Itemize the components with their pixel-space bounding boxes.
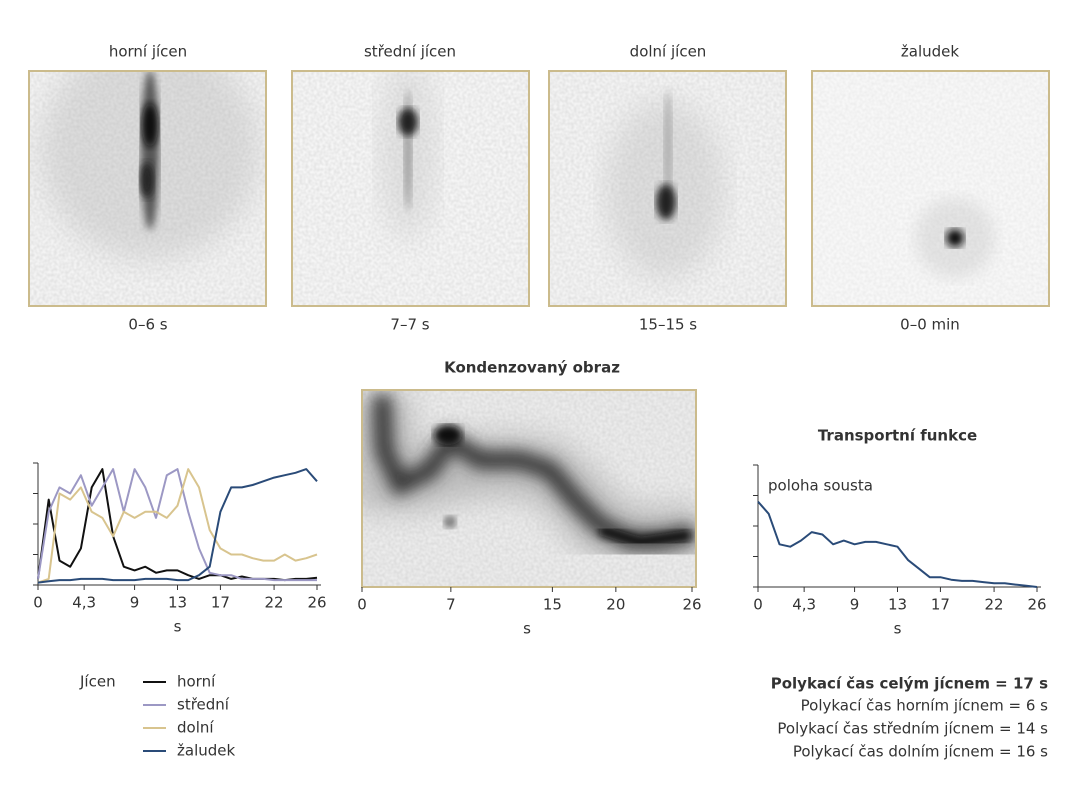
image-caption: 7–7 s: [390, 316, 429, 334]
chart-title: Kondenzovaný obraz: [444, 359, 620, 377]
image-title: žaludek: [901, 43, 959, 61]
series-line: [37, 468, 317, 582]
image-caption: 0–6 s: [128, 316, 167, 334]
x-tick-label: 15: [543, 596, 562, 614]
x-tick-label: 20: [606, 596, 625, 614]
x-tick-label: 13: [168, 594, 187, 612]
scan-image: [812, 71, 1049, 306]
x-axis-label: s: [523, 620, 531, 638]
legend-label: horní: [177, 673, 216, 691]
image-caption: 0–0 min: [900, 316, 960, 334]
scan-image: [292, 71, 529, 306]
summary-total: Polykací čas celým jícnem = 17 s: [771, 675, 1048, 693]
x-axis-label: s: [894, 620, 902, 638]
x-tick-label: 0: [357, 596, 367, 614]
legend-label: dolní: [177, 719, 214, 737]
image-title: střední jícen: [364, 43, 456, 61]
x-tick-label: 26: [682, 596, 701, 614]
chart-title: Transportní funkce: [818, 427, 977, 445]
x-tick-label: 0: [753, 596, 763, 614]
x-tick-label: 7: [446, 596, 456, 614]
x-tick-label: 26: [1027, 596, 1046, 614]
annotation: poloha sousta: [768, 477, 873, 495]
legend-label: žaludek: [177, 742, 235, 760]
x-tick-label: 13: [888, 596, 907, 614]
x-axis-label: s: [174, 618, 182, 636]
condensed-image: [362, 390, 696, 587]
x-tick-label: 17: [931, 596, 950, 614]
x-tick-label: 4,3: [792, 596, 816, 614]
image-frame: [361, 389, 697, 588]
summary-line: Polykací čas dolním jícnem = 16 s: [793, 743, 1048, 761]
image-title: horní jícen: [109, 43, 187, 61]
x-tick-label: 17: [211, 594, 230, 612]
image-frame: [28, 70, 1050, 307]
image-title: dolní jícen: [630, 43, 707, 61]
series-line: [37, 468, 318, 582]
summary-line: Polykací čas středním jícnem = 14 s: [777, 720, 1048, 738]
scan-image: [29, 71, 266, 306]
x-tick-label: 9: [130, 594, 140, 612]
image-caption: 15–15 s: [639, 316, 697, 334]
x-tick-label: 26: [307, 594, 326, 612]
legend-title: Jícen: [79, 673, 116, 691]
x-tick-label: 22: [985, 596, 1004, 614]
x-tick-label: 9: [850, 596, 860, 614]
summary-line: Polykací čas horním jícnem = 6 s: [801, 697, 1049, 715]
series-line: [37, 468, 318, 584]
x-tick-label: 0: [33, 594, 43, 612]
scan-image: [549, 71, 786, 306]
x-tick-label: 4,3: [72, 594, 96, 612]
x-tick-label: 22: [265, 594, 284, 612]
series-line: [757, 500, 1038, 588]
legend-label: střední: [177, 696, 230, 714]
series-line: [37, 468, 318, 584]
